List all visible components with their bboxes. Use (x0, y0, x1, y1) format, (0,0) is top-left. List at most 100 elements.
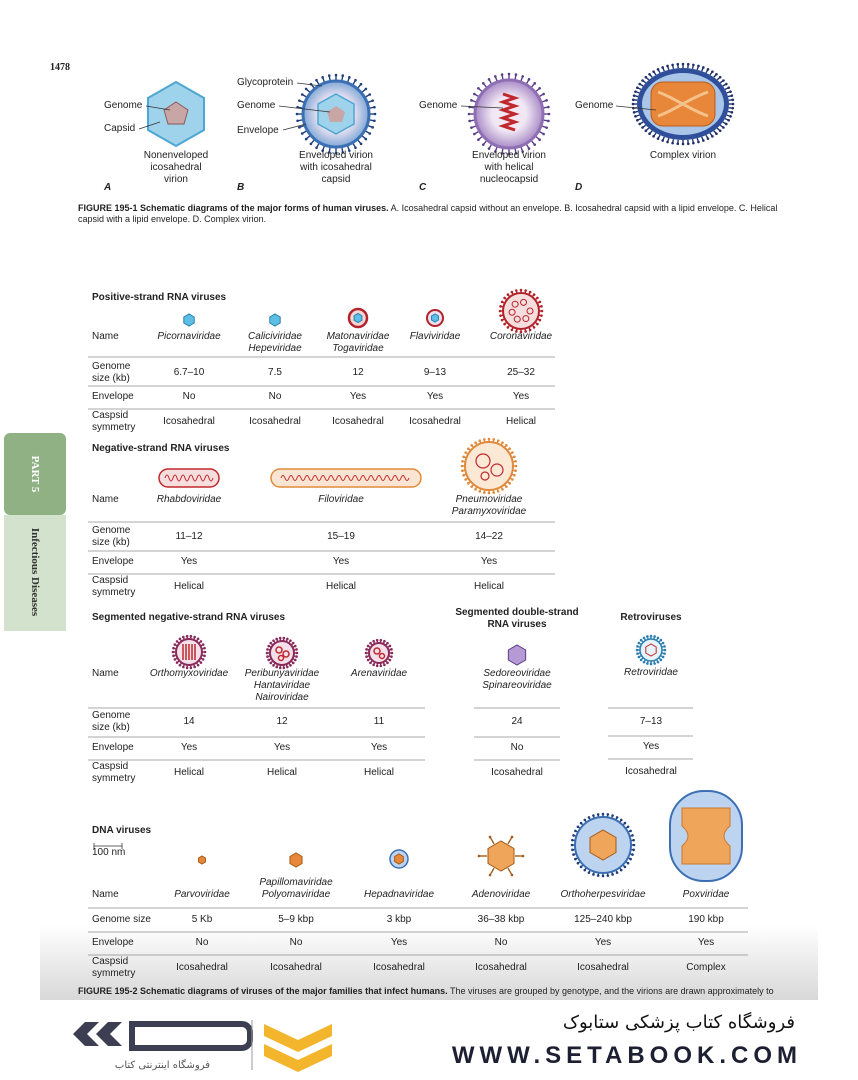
cell: No (182, 391, 196, 402)
row-label: Envelope (92, 556, 134, 567)
spike-tip (470, 485, 473, 488)
spike-tip (386, 661, 389, 665)
spike-tip (477, 854, 481, 858)
spike-tip (275, 637, 278, 641)
spike-tip (175, 661, 179, 664)
cell: Helical (473, 581, 505, 592)
row-label: Caspsid symmetry (92, 410, 136, 433)
spike-tip (508, 482, 511, 485)
cell: Yes (697, 937, 715, 948)
genome-d (657, 90, 709, 118)
leader (278, 105, 331, 113)
spike-tip (269, 641, 273, 645)
cell: Yes (349, 391, 367, 402)
spike-tip (615, 871, 619, 874)
spike-tip (304, 137, 308, 141)
spike-tip (606, 874, 610, 877)
spike-tip (661, 66, 664, 69)
spike-tip (634, 115, 637, 118)
virion-icon (522, 315, 530, 323)
section-title: Retroviruses (620, 612, 682, 623)
spike-tip (731, 106, 735, 110)
row-label: Caspsid symmetry (92, 575, 136, 598)
capsid-icon (269, 313, 281, 327)
logo-caption: فروشگاه اینترنتی کتاب (114, 1060, 211, 1071)
spike-tip (300, 93, 304, 96)
spike-tip (286, 637, 289, 641)
cell: Icosahedral (373, 962, 425, 973)
spike-tip (648, 72, 651, 76)
spike-tip (178, 663, 182, 667)
spike-tip (659, 658, 663, 662)
virus-name: Filoviridae (318, 494, 364, 505)
spike-tip (496, 439, 500, 442)
spike-tip (364, 87, 368, 91)
spike (507, 836, 513, 845)
panel-caption: Nonenveloped icosahedral virion (143, 150, 209, 185)
spike-tip (341, 74, 345, 77)
cell: Complex (686, 962, 726, 973)
spike-tip (189, 634, 193, 638)
spike-tip (492, 438, 495, 441)
row-label: Caspsid symmetry (92, 761, 136, 784)
virus-name: Arenaviridae (350, 668, 408, 679)
spike-tip (379, 638, 383, 642)
spike-tip (576, 861, 580, 865)
capsid-icon (589, 829, 617, 861)
footer-bg (0, 1000, 858, 1080)
spike-tip (715, 132, 718, 136)
spike-tip (661, 139, 664, 142)
spike-tip (354, 146, 357, 150)
spike-tip (671, 141, 674, 145)
spike-tip (172, 654, 175, 658)
spike-tip (652, 70, 655, 73)
spike-tip (686, 142, 690, 146)
spike-tip (467, 447, 470, 450)
leader (282, 123, 307, 131)
spike-tip (639, 658, 643, 662)
spike-tip (383, 639, 386, 643)
virion-icon (275, 646, 283, 654)
spike-tip (666, 64, 669, 68)
genome-a (163, 101, 189, 125)
leader (145, 105, 171, 111)
cell: Icosahedral (475, 962, 527, 973)
spike-tip (730, 94, 734, 97)
spike-tip (300, 132, 304, 135)
cell: Helical (266, 767, 298, 778)
cell: 3 kbp (386, 914, 412, 925)
spike-tip (487, 491, 491, 495)
spike-tip (681, 142, 685, 146)
spike-tip (513, 473, 516, 477)
spike-tip (334, 73, 338, 77)
spike-tip (461, 469, 464, 472)
spike-tip (189, 666, 193, 670)
cell: Icosahedral (625, 766, 677, 777)
spike-tip (718, 75, 722, 79)
virion-icon (513, 315, 521, 323)
spike-tip (692, 63, 695, 67)
spike-tip (366, 658, 370, 662)
spike-tip (663, 652, 666, 655)
spike-tip (538, 138, 541, 142)
spike-tip (321, 149, 324, 152)
spike (507, 867, 513, 876)
cell: Yes (390, 937, 408, 948)
spike-tip (572, 853, 575, 856)
spike-tip (366, 644, 370, 648)
spike-tip (474, 441, 477, 444)
leader (460, 105, 504, 109)
cell: Helical (505, 416, 537, 427)
capsid-icon (394, 853, 404, 865)
virion-icon (277, 654, 285, 662)
virus-name: Picornaviridae (157, 331, 221, 342)
spike-tip (172, 646, 175, 650)
capsid-icon (289, 852, 303, 868)
spike-tip (487, 147, 491, 150)
spike-tip (547, 105, 550, 109)
virus-name: Parvoviridae (174, 889, 230, 900)
cell: Helical (173, 581, 205, 592)
scale-bar (93, 843, 123, 849)
spike-tip (570, 843, 574, 847)
spike-tip (636, 645, 639, 648)
